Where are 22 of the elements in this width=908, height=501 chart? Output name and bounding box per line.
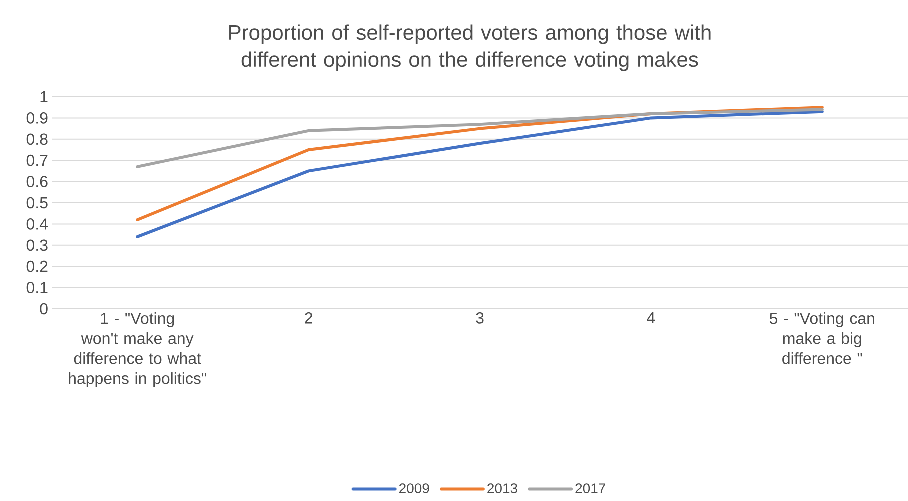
legend-label: 2009	[400, 484, 430, 494]
y-tick-label: 0.6	[26, 176, 48, 188]
y-tick-label: 0.5	[26, 197, 48, 209]
y-tick-label: 0	[40, 303, 48, 315]
y-tick-label: 0.4	[26, 218, 48, 230]
x-tick-label: 5 - "Voting can make a big difference "	[770, 312, 874, 364]
y-tick-label: 0.2	[26, 260, 48, 272]
legend-label: 2017	[576, 484, 606, 494]
line-series	[136, 108, 824, 168]
x-tick-label: 1 - "Voting won't make any difference to what happens in politics"	[69, 312, 206, 388]
y-tick-label: 0.1	[26, 282, 48, 294]
y-tick-label: 0.9	[26, 112, 48, 124]
x-tick-label: 3	[476, 312, 484, 324]
x-tick-label: 4	[647, 312, 656, 324]
line-series	[136, 110, 824, 238]
y-tick-label: 0.7	[26, 154, 48, 166]
y-tick-label: 0.8	[26, 134, 48, 146]
x-tick-label: 2	[305, 312, 312, 324]
chart-title: Proportion of self-reported voters among those with different opinions on the difference voting makes	[230, 24, 711, 72]
y-tick-label: 1	[40, 91, 48, 102]
legend-label: 2013	[488, 484, 518, 494]
y-tick-label: 0.3	[26, 240, 48, 252]
